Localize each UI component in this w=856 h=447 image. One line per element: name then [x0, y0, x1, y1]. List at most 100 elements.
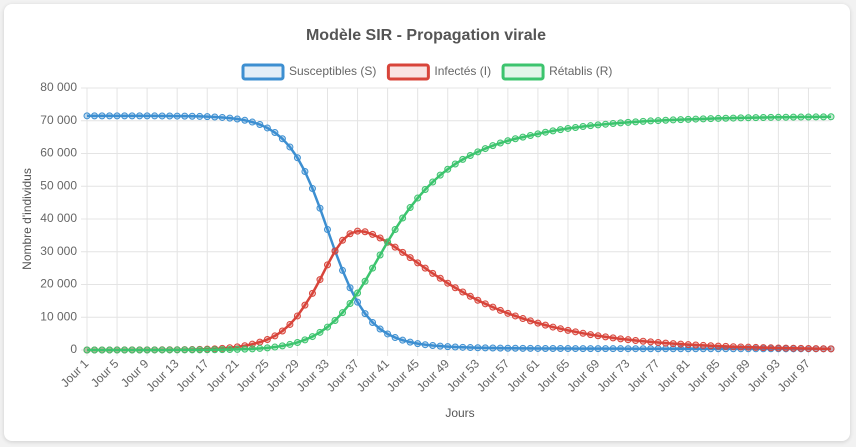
data-point	[714, 342, 722, 350]
legend-label: Rétablis (R)	[549, 64, 612, 78]
data-point	[571, 345, 579, 353]
data-point	[354, 289, 362, 297]
data-point	[489, 303, 497, 311]
data-point	[662, 116, 670, 124]
data-point	[549, 345, 557, 353]
x-tick-label: Jour 5	[88, 356, 122, 390]
data-point	[293, 312, 301, 320]
data-point	[782, 344, 790, 352]
data-point	[541, 321, 549, 329]
data-point	[421, 186, 429, 194]
x-tick-label: Jour 85	[684, 356, 722, 394]
data-point	[459, 288, 467, 296]
data-point	[609, 120, 617, 128]
legend-swatch	[386, 63, 430, 81]
data-point	[158, 112, 166, 120]
data-point	[248, 345, 256, 353]
data-point	[233, 345, 241, 353]
data-point	[744, 114, 752, 122]
data-point	[541, 128, 549, 136]
data-point	[504, 309, 512, 317]
data-point	[226, 346, 234, 354]
data-point	[181, 346, 189, 354]
data-point	[692, 115, 700, 123]
data-point	[354, 227, 362, 235]
data-point	[797, 113, 805, 121]
data-point	[151, 346, 159, 354]
data-point	[519, 315, 527, 323]
y-axis-title: Nombre d'individus	[20, 168, 34, 270]
data-point	[617, 119, 625, 127]
data-point	[271, 343, 279, 351]
data-point	[121, 112, 129, 120]
x-tick-label: Jour 25	[234, 356, 272, 394]
data-point	[354, 298, 362, 306]
data-point	[263, 336, 271, 344]
data-point	[609, 345, 617, 353]
data-point	[278, 342, 286, 350]
data-point	[271, 129, 279, 137]
data-point	[526, 317, 534, 325]
data-point	[534, 319, 542, 327]
data-point	[211, 113, 219, 121]
data-point	[376, 251, 384, 259]
x-tick-label: Jour 13	[143, 356, 181, 394]
data-point	[541, 344, 549, 352]
data-point	[361, 277, 369, 285]
data-point	[677, 116, 685, 124]
data-point	[106, 112, 114, 120]
data-point	[399, 336, 407, 344]
data-point	[376, 325, 384, 333]
data-point	[752, 114, 760, 122]
data-point	[414, 259, 422, 267]
data-point	[474, 296, 482, 304]
data-point	[308, 289, 316, 297]
data-point	[602, 345, 610, 353]
data-point	[759, 344, 767, 352]
data-point	[316, 328, 324, 336]
data-point	[451, 343, 459, 351]
data-point	[526, 344, 534, 352]
data-point	[181, 112, 189, 120]
data-point	[226, 114, 234, 122]
data-point	[511, 344, 519, 352]
data-point	[158, 346, 166, 354]
data-point	[526, 131, 534, 139]
data-point	[669, 116, 677, 124]
x-tick-label: Jour 57	[474, 356, 512, 394]
y-tick-label: 30 000	[40, 244, 77, 258]
data-point	[429, 342, 437, 350]
data-point	[316, 276, 324, 284]
data-point	[624, 336, 632, 344]
data-point	[579, 329, 587, 337]
data-point	[549, 127, 557, 135]
series-line	[87, 115, 832, 352]
data-point	[421, 264, 429, 272]
data-point	[587, 331, 595, 339]
data-point	[594, 345, 602, 353]
data-point	[466, 292, 474, 300]
data-point	[128, 346, 136, 354]
data-point	[556, 325, 564, 333]
data-point	[361, 310, 369, 318]
data-point	[804, 113, 812, 121]
data-point	[774, 113, 782, 121]
data-point	[203, 113, 211, 121]
data-point	[647, 117, 655, 125]
data-point	[436, 171, 444, 179]
data-point	[782, 113, 790, 121]
y-tick-label: 10 000	[40, 309, 77, 323]
data-point	[136, 112, 144, 120]
data-point	[556, 345, 564, 353]
x-tick-label: Jour 65	[534, 356, 572, 394]
data-point	[571, 328, 579, 336]
data-point	[286, 340, 294, 348]
data-point	[587, 122, 595, 130]
data-point	[459, 155, 467, 163]
data-point	[429, 269, 437, 277]
data-point	[519, 133, 527, 141]
data-point	[684, 341, 692, 349]
data-point	[391, 334, 399, 342]
data-point	[632, 337, 640, 345]
